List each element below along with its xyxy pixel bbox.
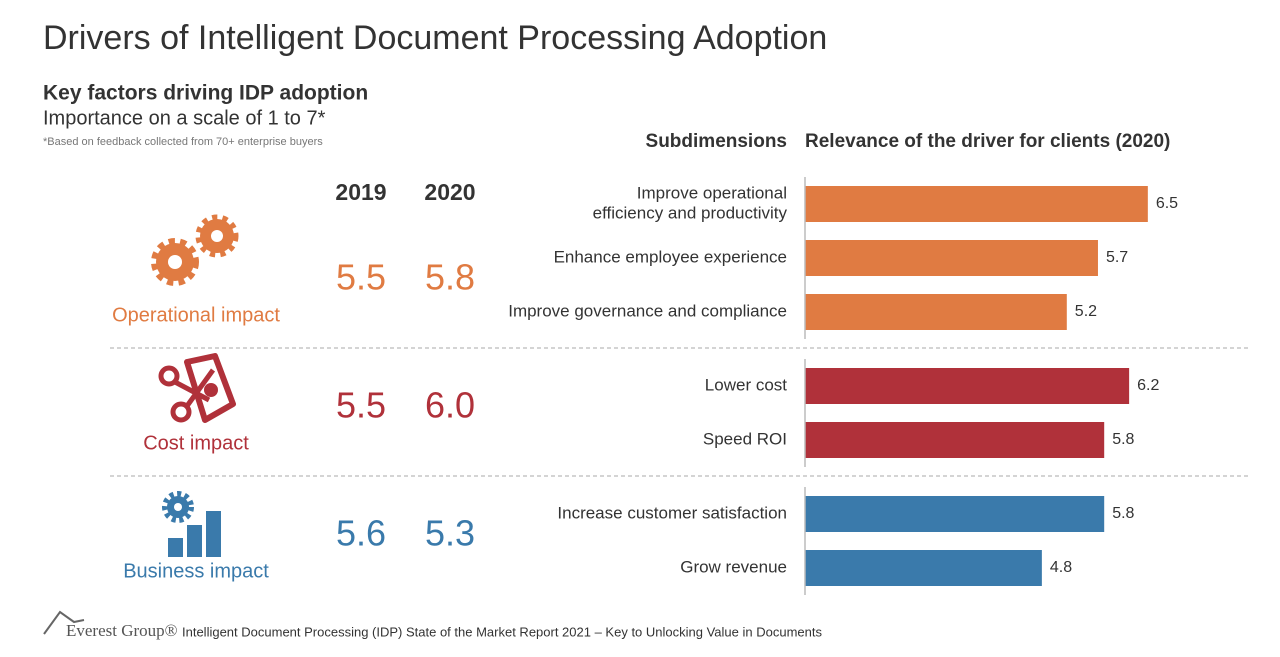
relevance-header: Relevance of the driver for clients (202… bbox=[805, 131, 1170, 152]
bar bbox=[805, 496, 1105, 532]
operational-icon bbox=[151, 214, 239, 286]
scale-note: Importance on a scale of 1 to 7* bbox=[43, 107, 326, 129]
subdimension-label: Lower cost bbox=[705, 375, 787, 394]
value-label: 6.2 bbox=[1137, 377, 1159, 394]
value-label: 5.2 bbox=[1075, 303, 1097, 320]
subdimension-label: Grow revenue bbox=[680, 557, 787, 576]
score: 5.8 bbox=[425, 257, 475, 298]
value-label: 5.8 bbox=[1112, 431, 1134, 448]
subdimension-label: Enhance employee experience bbox=[554, 247, 787, 266]
score: 5.5 bbox=[336, 257, 386, 298]
subdimension-label: Speed ROI bbox=[703, 429, 787, 448]
bar bbox=[805, 368, 1130, 404]
value-label: 5.8 bbox=[1112, 505, 1134, 522]
bar bbox=[805, 550, 1042, 586]
value-label: 4.8 bbox=[1050, 559, 1072, 576]
business-icon bbox=[162, 491, 221, 557]
bar bbox=[805, 240, 1098, 276]
group-label: Business impact bbox=[123, 560, 269, 582]
subdimension-label: Increase customer satisfaction bbox=[557, 503, 787, 522]
bar bbox=[805, 186, 1148, 222]
title: Drivers of Intelligent Document Processi… bbox=[43, 19, 827, 57]
group-label: Cost impact bbox=[143, 432, 249, 454]
year-header: 2020 bbox=[424, 179, 475, 205]
score: 5.3 bbox=[425, 513, 475, 554]
logo-mark bbox=[43, 610, 85, 635]
value-label: 5.7 bbox=[1106, 249, 1128, 266]
cost-icon bbox=[158, 353, 236, 423]
score: 5.6 bbox=[336, 513, 386, 554]
bar bbox=[805, 294, 1067, 330]
subdimension-label: efficiency and productivity bbox=[593, 203, 788, 222]
bar bbox=[805, 422, 1105, 458]
year-header: 2019 bbox=[335, 179, 386, 205]
value-label: 6.5 bbox=[1156, 195, 1178, 212]
subdimensions-header: Subdimensions bbox=[646, 131, 787, 152]
source: Intelligent Document Processing (IDP) St… bbox=[182, 624, 822, 639]
footnote: *Based on feedback collected from 70+ en… bbox=[43, 136, 323, 148]
group-label: Operational impact bbox=[112, 304, 280, 326]
subdimension-label: Improve governance and compliance bbox=[508, 301, 787, 320]
subtitle: Key factors driving IDP adoption bbox=[43, 82, 368, 105]
subdimension-label: Improve operational bbox=[637, 183, 787, 202]
score: 5.5 bbox=[336, 385, 386, 426]
brand: Everest Group® bbox=[66, 621, 178, 640]
score: 6.0 bbox=[425, 385, 475, 426]
